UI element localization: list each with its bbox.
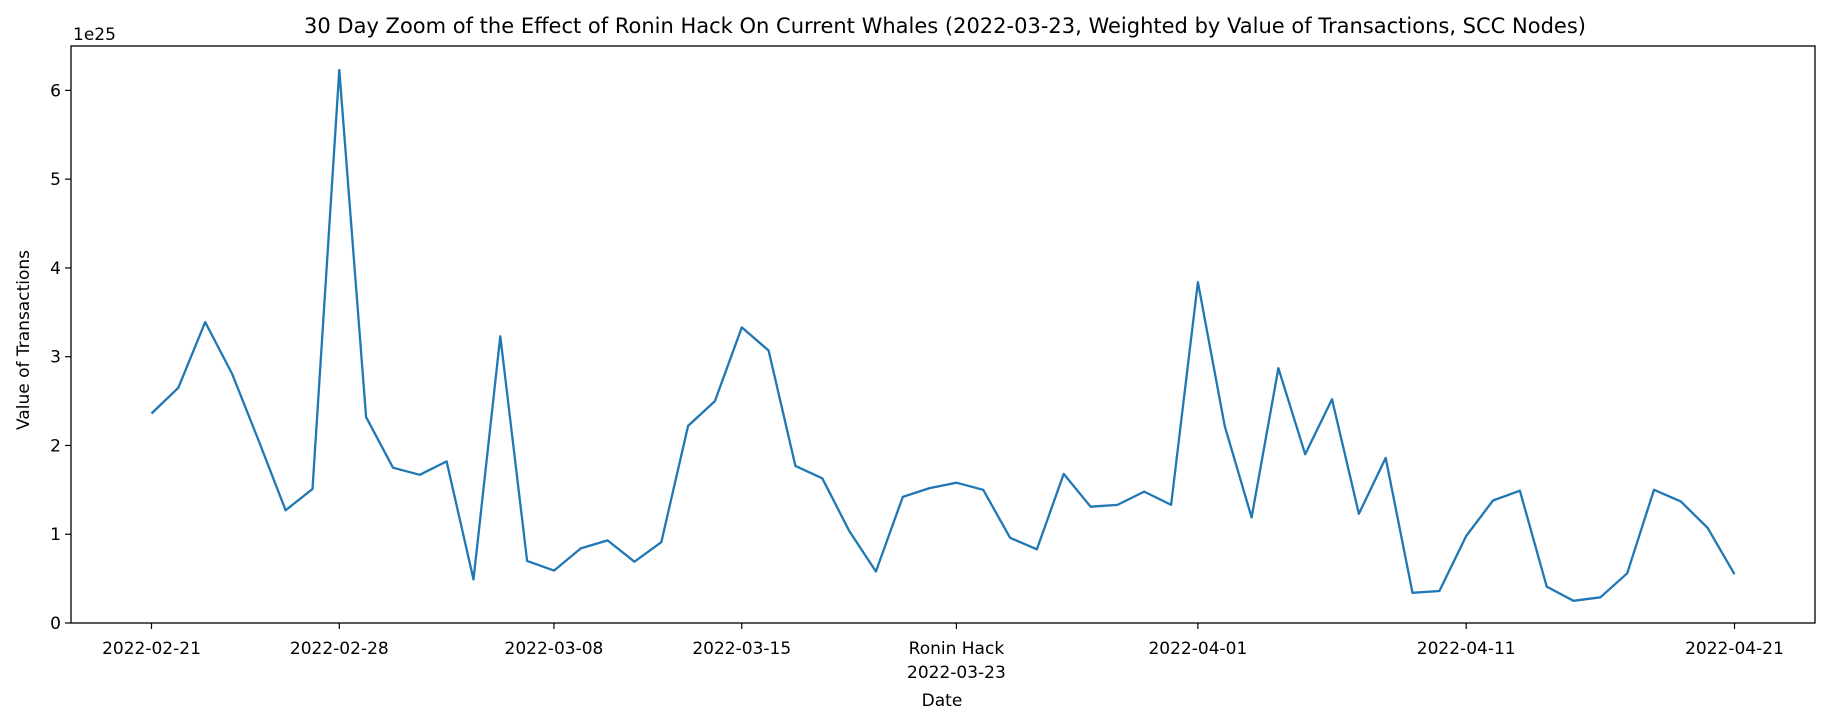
x-axis-title: Date <box>922 691 963 711</box>
x-tick-label: 2022-04-11 <box>1417 639 1516 659</box>
y-offset-label: 1e25 <box>73 25 116 45</box>
y-tick-label: 0 <box>50 614 61 634</box>
y-tick-label: 2 <box>50 436 61 456</box>
x-tick-label: Ronin Hack <box>909 639 1005 659</box>
y-axis-ticks: 0 1 2 3 4 5 6 <box>50 81 71 634</box>
x-tick-label: 2022-02-21 <box>102 639 201 659</box>
x-tick-label: 2022-04-01 <box>1148 639 1247 659</box>
series-line <box>150 68 1736 602</box>
x-tick-label: 2022-02-28 <box>290 639 389 659</box>
x-tick-label: 2022-03-15 <box>692 639 791 659</box>
x-axis-ticks: 2022-02-21 2022-02-28 2022-03-08 2022-03-15… <box>102 623 1784 683</box>
plot-frame <box>70 45 1816 624</box>
series-layer <box>150 68 1736 602</box>
event-date-label: 2022-03-23 <box>907 663 1006 683</box>
y-tick-label: 3 <box>50 348 61 368</box>
y-axis-title: Value of Transactions <box>14 250 34 430</box>
chart-title: 30 Day Zoom of the Effect of Ronin Hack … <box>304 14 1586 38</box>
y-tick-label: 5 <box>50 170 61 190</box>
y-tick-label: 6 <box>50 81 61 101</box>
x-tick-label: 2022-03-08 <box>505 639 604 659</box>
y-tick-label: 4 <box>50 259 61 279</box>
y-tick-label: 1 <box>50 525 61 545</box>
x-tick-label: 2022-04-21 <box>1685 639 1784 659</box>
